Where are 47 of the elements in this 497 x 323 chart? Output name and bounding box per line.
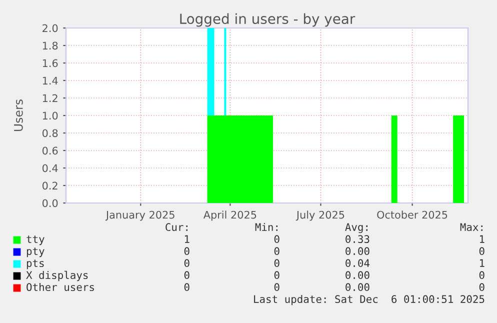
legend-label: Other users [26,282,94,292]
text: 0 [184,271,190,280]
text: 0.04 [346,259,370,268]
text: 0 [274,235,280,244]
x-tick-label: October 2025 [377,210,448,219]
y-tick-label: 0.2 [42,182,58,190]
text: Max: [460,223,482,232]
y-tick-label: 1.8 [42,42,58,50]
text: 0 [479,247,484,256]
text: 0.33 [346,235,370,244]
y-axis-title: Users [14,100,23,132]
text: 0 [274,283,280,292]
chart-title: Logged in users - by year [180,13,356,27]
text: 1 [184,235,190,243]
text: Last update: Sat Dec 6 01:00:51 2025 [254,294,484,306]
text: 0 [184,259,190,268]
legend-label: pty [26,248,44,258]
y-tick-label: 1.2 [42,94,58,102]
text: 0.00 [346,283,370,292]
text: Avg: [345,223,368,234]
text: Cur: [166,223,188,232]
text: 0 [274,247,280,256]
text: 0.00 [346,271,370,280]
y-tick-label: 1.0 [42,112,58,120]
y-tick-label: 0.6 [42,146,58,155]
x-tick-label: July 2025 [296,210,344,221]
legend-label: X displays [26,270,88,282]
text: 1 [480,259,484,267]
y-tick-label: 1.4 [42,76,58,84]
y-tick-label: 1.6 [42,59,58,68]
text: 0 [274,259,280,268]
y-tick-label: 0.8 [42,129,58,138]
text: 0 [479,271,484,280]
text: 0.00 [346,247,370,256]
text: 0 [274,271,280,280]
text: 0 [479,283,484,292]
y-tick-label: 0.0 [42,199,58,208]
x-tick-label: January 2025 [105,210,174,221]
legend-label: tty [26,236,44,246]
x-tick-label: April 2025 [203,210,256,221]
text: Min: [255,222,278,231]
y-tick-label: 2.0 [42,24,58,32]
legend-label: pts [26,260,44,270]
text: 0 [184,283,190,292]
text: 1 [480,235,484,243]
y-tick-label: 0.4 [42,164,58,172]
text: 0 [184,247,190,256]
